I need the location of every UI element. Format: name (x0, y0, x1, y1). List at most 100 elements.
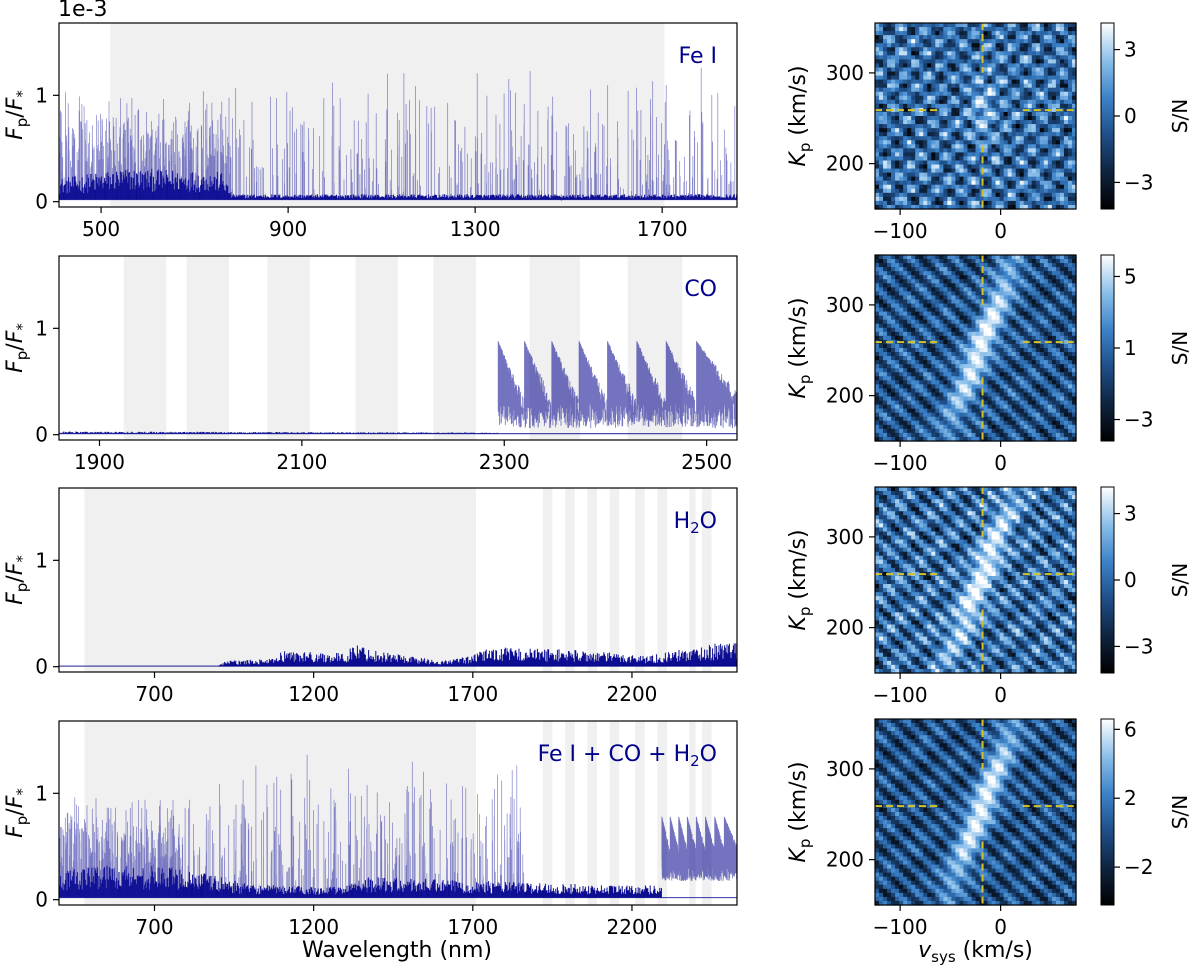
shaded-band (542, 721, 553, 905)
x-tick-label: 0 (994, 915, 1007, 939)
x-tick-label: 0 (994, 451, 1007, 475)
y-axis-label: Kp (km/s) (786, 761, 814, 862)
x-tick-label: 2200 (607, 915, 658, 939)
shaded-band (689, 488, 696, 672)
y-tick-label: 1 (35, 548, 48, 572)
colorbar-tick-label: 6 (1124, 717, 1137, 741)
y-tick-label: 200 (826, 384, 864, 408)
spectrum-lines (59, 754, 525, 898)
colorbar-tick-label: 2 (1124, 786, 1137, 810)
species-label: CO (684, 277, 717, 302)
spectrum-lines (59, 67, 736, 202)
colorbar-tick-label: −3 (1124, 170, 1153, 194)
colorbar (1101, 255, 1114, 441)
colorbar (1101, 487, 1114, 673)
colorbar (1101, 23, 1114, 209)
plot-frame (58, 255, 738, 441)
y-tick-label: 1 (35, 83, 48, 107)
shaded-band (635, 488, 645, 672)
colorbar-label: S/N (1168, 331, 1192, 365)
x-tick-label: 700 (135, 682, 173, 706)
y-tick-label: 200 (826, 616, 864, 640)
x-tick-label: −100 (873, 219, 928, 243)
y-axis-label: Kp (km/s) (786, 297, 814, 398)
y-offset-label: 1e-3 (58, 0, 107, 22)
colorbar-label: S/N (1168, 563, 1192, 597)
spectrum-panel-fe: 500 900 1300 1700 0 1Fp/F* Fe I (3, 22, 738, 241)
x-tick-label: 1700 (447, 682, 498, 706)
y-tick-label: 1 (35, 316, 48, 340)
y-axis-label: Kp (km/s) (786, 529, 814, 630)
x-tick-label: 0 (994, 683, 1007, 707)
heatmap-grid (875, 719, 1077, 906)
plot-area (59, 256, 737, 440)
co-bandheads (661, 816, 737, 881)
kp-vsys-map-fe: −100 0 200 300 Kp (km/s) 3 0 −3 S/N (786, 22, 1192, 243)
wavelength-axis-label: Wavelength (nm) (302, 938, 492, 963)
y-tick-label: 300 (826, 525, 864, 549)
shaded-band (587, 488, 597, 672)
shaded-band (701, 721, 712, 905)
map-frame (874, 486, 1077, 674)
y-tick-label: 300 (826, 757, 864, 781)
colorbar-tick-label: −3 (1124, 408, 1153, 432)
map-frame (874, 22, 1077, 210)
shaded-band (186, 256, 230, 440)
shaded-band (433, 256, 476, 440)
y-tick-label: 0 (35, 190, 48, 214)
y-tick-label: 300 (826, 293, 864, 317)
colorbar-frame (1100, 718, 1115, 906)
x-tick-label: 2100 (276, 450, 327, 474)
y-axis-label: Fp/F* (3, 555, 31, 605)
x-tick-label: 1700 (637, 217, 688, 241)
map-frame (874, 254, 1077, 442)
y-axis-label: Kp (km/s) (786, 65, 814, 166)
shaded-band (84, 488, 476, 672)
x-tick-label: 1200 (288, 915, 339, 939)
species-label: Fe I (679, 44, 717, 69)
colorbar-tick-label: 0 (1124, 568, 1137, 592)
shaded-band (689, 721, 696, 905)
shaded-band (657, 488, 667, 672)
x-tick-label: −100 (873, 683, 928, 707)
colorbar-tick-label: 0 (1124, 104, 1137, 128)
heatmap-grid (875, 487, 1077, 674)
kp-vsys-map-co: −100 0 200 300 Kp (km/s) 5 1 −3 S/N (786, 254, 1192, 475)
species-label: H2O (674, 509, 717, 537)
x-tick-label: 0 (994, 219, 1007, 243)
colorbar-tick-label: 3 (1124, 38, 1137, 62)
colorbar (1101, 719, 1114, 905)
shaded-band (587, 721, 597, 905)
shaded-band (701, 488, 712, 672)
y-tick-label: 0 (35, 423, 48, 447)
y-tick-label: 200 (826, 152, 864, 176)
colorbar-label: S/N (1168, 99, 1192, 133)
x-tick-label: 1200 (288, 682, 339, 706)
spectrum-panel-h2o: 700 1200 1700 2200 0 1Fp/F* H2O (3, 487, 738, 706)
species-label: Fe I + CO + H2O (538, 742, 717, 770)
spectrum-panel-co: 1900 2100 2300 2500 0 1Fp/F* CO (3, 255, 738, 474)
y-tick-label: 0 (35, 888, 48, 912)
plot-area (59, 488, 737, 672)
shaded-band (355, 256, 398, 440)
y-axis-label: Fp/F* (3, 90, 31, 140)
y-axis-label: Fp/F* (3, 788, 31, 838)
x-tick-label: 1300 (450, 217, 501, 241)
y-tick-label: 300 (826, 61, 864, 85)
x-tick-label: −100 (873, 451, 928, 475)
plot-frame (58, 487, 738, 673)
y-axis-label: Fp/F* (3, 323, 31, 373)
map-frame (874, 718, 1077, 906)
colorbar-tick-label: −2 (1124, 855, 1153, 879)
x-tick-label: −100 (873, 915, 928, 939)
shaded-band (542, 488, 553, 672)
shaded-band (267, 256, 310, 440)
x-tick-label: 700 (135, 915, 173, 939)
spectrum-panel-combined: 700 1200 1700 2200 0 1Fp/F* Fe I + CO + H2O (3, 720, 738, 939)
x-tick-label: 2200 (607, 682, 658, 706)
x-tick-label: 900 (269, 217, 307, 241)
y-tick-label: 200 (826, 848, 864, 872)
shaded-band (609, 721, 620, 905)
co-bandheads (497, 341, 737, 429)
